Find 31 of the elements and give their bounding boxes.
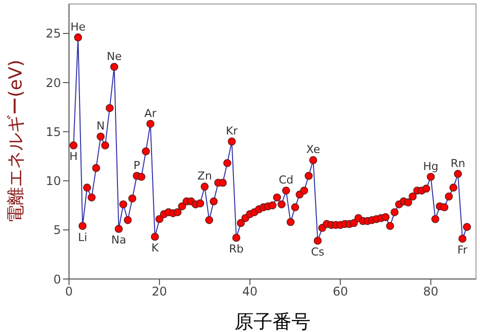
y-tick-label: 10	[46, 174, 61, 188]
x-tick-label: 40	[242, 284, 258, 299]
annotation: Na	[111, 234, 126, 247]
annotation: K	[151, 242, 160, 255]
annotation: H	[69, 150, 78, 164]
annotation: Ar	[144, 106, 157, 120]
annotation: P	[134, 158, 141, 172]
annotation: Fr	[457, 244, 468, 257]
annotation: He	[70, 20, 86, 34]
annotation: Ne	[106, 50, 122, 63]
x-tick-label: 20	[152, 284, 168, 299]
annotation: N	[96, 120, 105, 133]
y-axis-title: 電離エネルギー(eV)	[6, 60, 26, 224]
y-tick-label: 0	[53, 272, 61, 286]
y-tick-label: 5	[53, 223, 61, 238]
annotation: Rb	[229, 242, 244, 256]
annotation: Rn	[450, 156, 466, 170]
x-tick-label: 60	[332, 284, 348, 299]
y-tick-label: 25	[46, 26, 61, 41]
annotation: Hg	[423, 160, 438, 173]
annotation: Li	[78, 230, 88, 244]
annotation: Xe	[306, 143, 320, 156]
x-tick-label: 0	[65, 284, 73, 299]
annotation: Kr	[226, 124, 238, 138]
x-axis-title: 原子番号	[234, 311, 310, 332]
annotation: Zn	[197, 170, 212, 183]
y-tick-label: 20	[46, 76, 61, 90]
y-tick-label: 15	[46, 124, 61, 139]
x-tick-label: 80	[423, 284, 438, 299]
annotation: Cs	[311, 246, 325, 259]
annotation: Cd	[278, 174, 294, 187]
